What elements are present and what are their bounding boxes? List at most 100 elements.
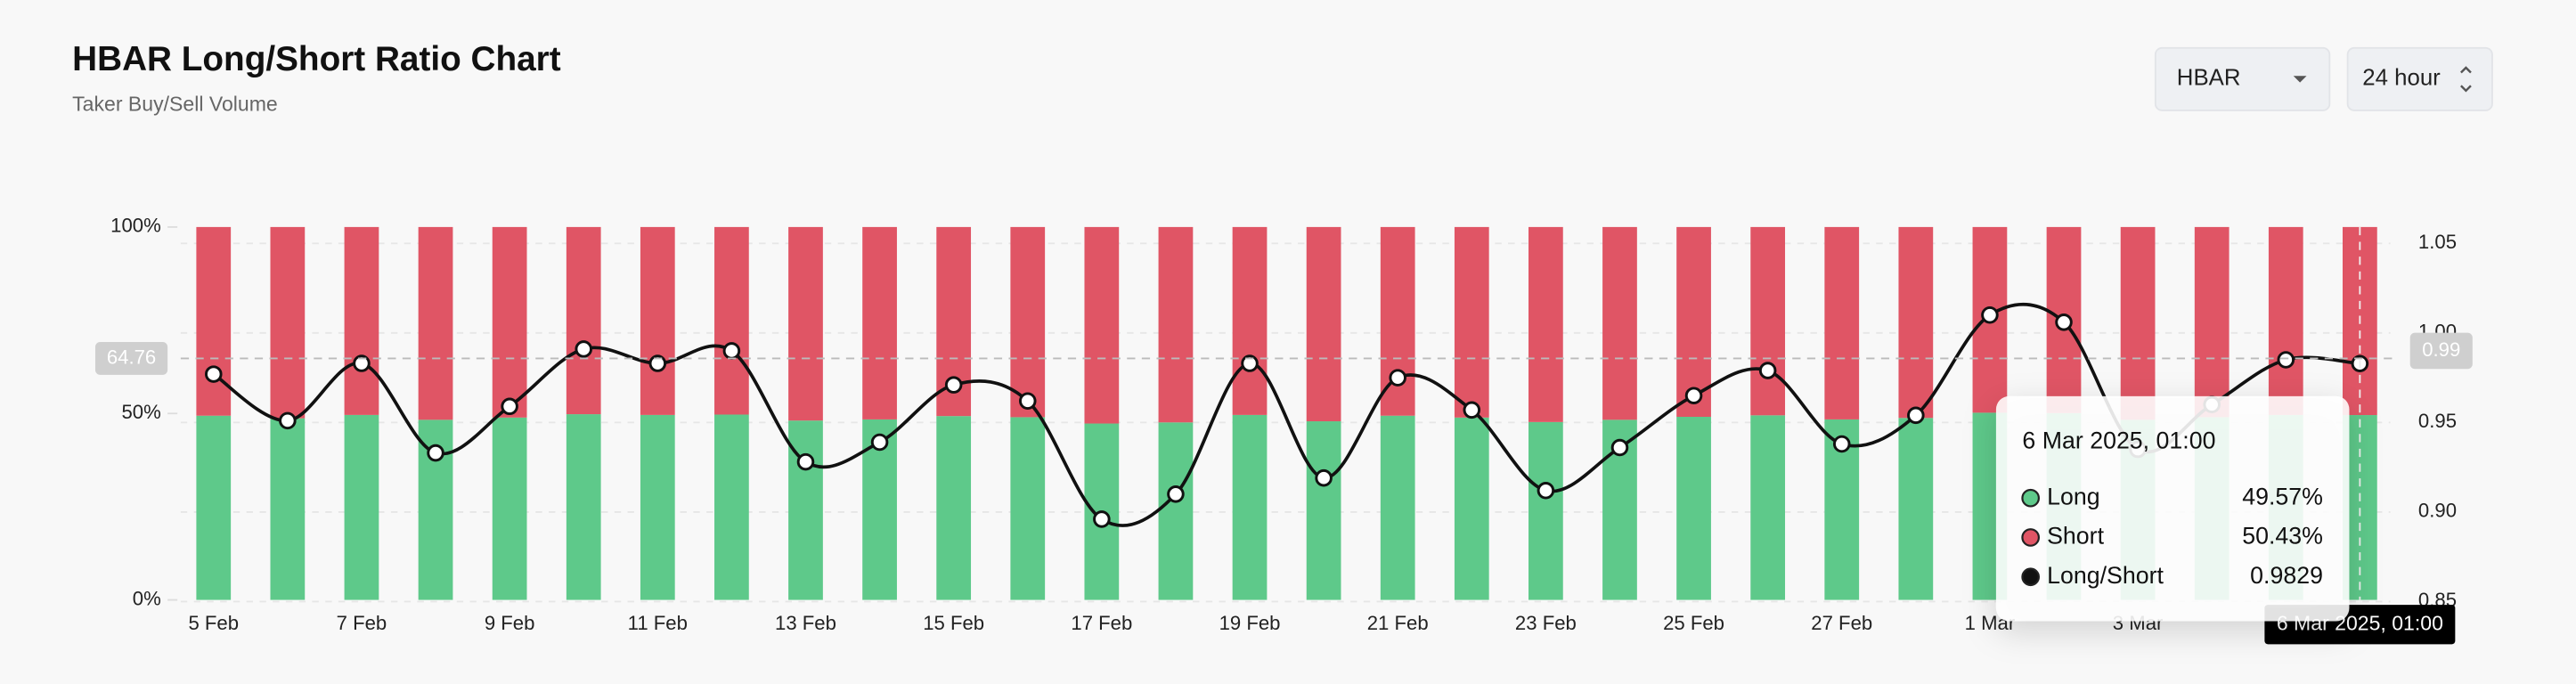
x-tick-label: 21 Feb <box>1367 612 1429 634</box>
ratio-point <box>870 433 889 452</box>
long-bar <box>1232 414 1268 600</box>
ratio-point <box>1610 438 1629 457</box>
ratio-point <box>1315 468 1333 487</box>
x-tick-label: 27 Feb <box>1811 612 1872 634</box>
ratio-point <box>1537 481 1555 500</box>
ratio-point <box>1684 387 1703 404</box>
ratio-point <box>648 354 667 372</box>
ratio-point <box>1758 362 1777 379</box>
crosshair-y-box <box>94 341 168 375</box>
ratio-point <box>722 342 741 360</box>
ratio-point <box>1167 485 1185 503</box>
tooltip-value: 50.43% <box>2242 523 2323 550</box>
short-bar <box>2268 226 2303 415</box>
crosshair-y2-label: 0.99 <box>2422 338 2460 361</box>
short-bar <box>2120 226 2156 420</box>
short-bar <box>270 226 306 419</box>
short-bar <box>1676 226 1711 417</box>
ratio-point <box>353 354 371 372</box>
ratio-point <box>204 365 223 383</box>
y2-tick-label: 1.05 <box>2418 231 2457 253</box>
long-bar <box>566 414 601 600</box>
plot: 0.850.900.951.001.050%50%100%5 Feb 7 Feb 9… <box>94 215 2473 645</box>
subtitle: Taker Buy/Sell Volume <box>72 93 278 116</box>
ratio-point <box>1907 406 1925 425</box>
long-bar <box>1010 417 1046 600</box>
ratio-point <box>2055 314 2073 331</box>
x-tick-label: 23 Feb <box>1515 612 1577 634</box>
short-bar <box>1010 226 1046 418</box>
ratio-point <box>1093 510 1111 528</box>
ratio-point <box>575 340 592 358</box>
y-tick-label: 0% <box>133 587 161 609</box>
symbol-dropdown[interactable] <box>2154 46 2331 111</box>
ratio-point <box>501 397 518 416</box>
period-dropdown[interactable] <box>2346 46 2493 111</box>
y2-tick-label: 0.95 <box>2418 410 2457 432</box>
dropdown-arrow <box>2293 76 2307 83</box>
short-bar <box>492 226 527 418</box>
long-bar <box>1898 418 1934 600</box>
tooltip-label: Long/Short <box>2047 562 2164 589</box>
y2-tick-label: 0.90 <box>2418 500 2457 522</box>
long-bar <box>344 414 379 600</box>
tooltip: 6 Mar 2025, 01:00 Long 49.57% Short 50.43% Lo… <box>1995 395 2350 622</box>
x-tick-label: 5 Feb <box>188 612 239 634</box>
x-tick-label: 11 Feb <box>628 612 688 634</box>
short-bar <box>196 226 232 416</box>
ratio-point <box>944 376 963 394</box>
long-bar <box>492 417 527 600</box>
short-bar <box>1602 226 1637 420</box>
ratio-point <box>1832 435 1851 453</box>
long-bar <box>1380 415 1415 600</box>
long-bar <box>714 414 749 600</box>
x-tick-label: 25 Feb <box>1663 612 1724 634</box>
tooltip-label: Short <box>2047 523 2104 550</box>
short-bar <box>1158 226 1194 423</box>
y-tick-label: 50% <box>121 401 160 423</box>
crosshair-y2-box <box>2409 332 2473 370</box>
short-bar <box>566 226 601 415</box>
short-bar <box>2194 226 2230 418</box>
x-tick-label: 13 Feb <box>775 612 836 634</box>
long-bar <box>1528 421 1563 600</box>
updown-icon <box>2460 66 2472 93</box>
short-bar <box>788 226 823 421</box>
tooltip-swatch <box>2021 567 2040 587</box>
short-bar <box>1232 226 1268 415</box>
long-bar <box>1454 417 1489 600</box>
short-bar <box>344 226 379 415</box>
ratio-point <box>796 452 815 471</box>
short-bar <box>1454 226 1489 418</box>
short-bar <box>1824 226 1860 419</box>
ratio-point <box>1389 369 1406 387</box>
long-bar <box>270 418 306 600</box>
ratio-point <box>2277 351 2295 369</box>
ratio-point <box>1018 392 1037 411</box>
tooltip-value: 49.57% <box>2242 483 2323 509</box>
crosshair-y-label: 64.76 <box>107 346 156 368</box>
ratio-point <box>427 444 444 462</box>
ratio-point <box>1241 354 1259 372</box>
long-bar <box>1306 421 1341 600</box>
period-value: 24 hour <box>2362 66 2441 91</box>
short-bar <box>862 226 897 419</box>
tooltip-swatch <box>2021 488 2040 508</box>
long-bar <box>640 414 675 600</box>
short-bar <box>1084 226 1120 424</box>
short-bar <box>1528 226 1563 422</box>
long-bar <box>1676 416 1711 600</box>
x-tick-label: 19 Feb <box>1219 612 1281 634</box>
tooltip-title: 6 Mar 2025, 01:00 <box>2022 428 2215 454</box>
long-bar <box>1750 415 1786 600</box>
ratio-point <box>1981 305 1999 324</box>
short-bar <box>1306 226 1341 422</box>
short-bar <box>640 226 675 415</box>
short-bar <box>1898 226 1934 419</box>
ratio-point <box>1463 401 1481 419</box>
y-tick-label: 100% <box>110 215 161 237</box>
tooltip-box <box>1995 395 2350 622</box>
x-tick-label: 7 Feb <box>337 612 387 634</box>
tooltip-swatch <box>2021 528 2040 547</box>
